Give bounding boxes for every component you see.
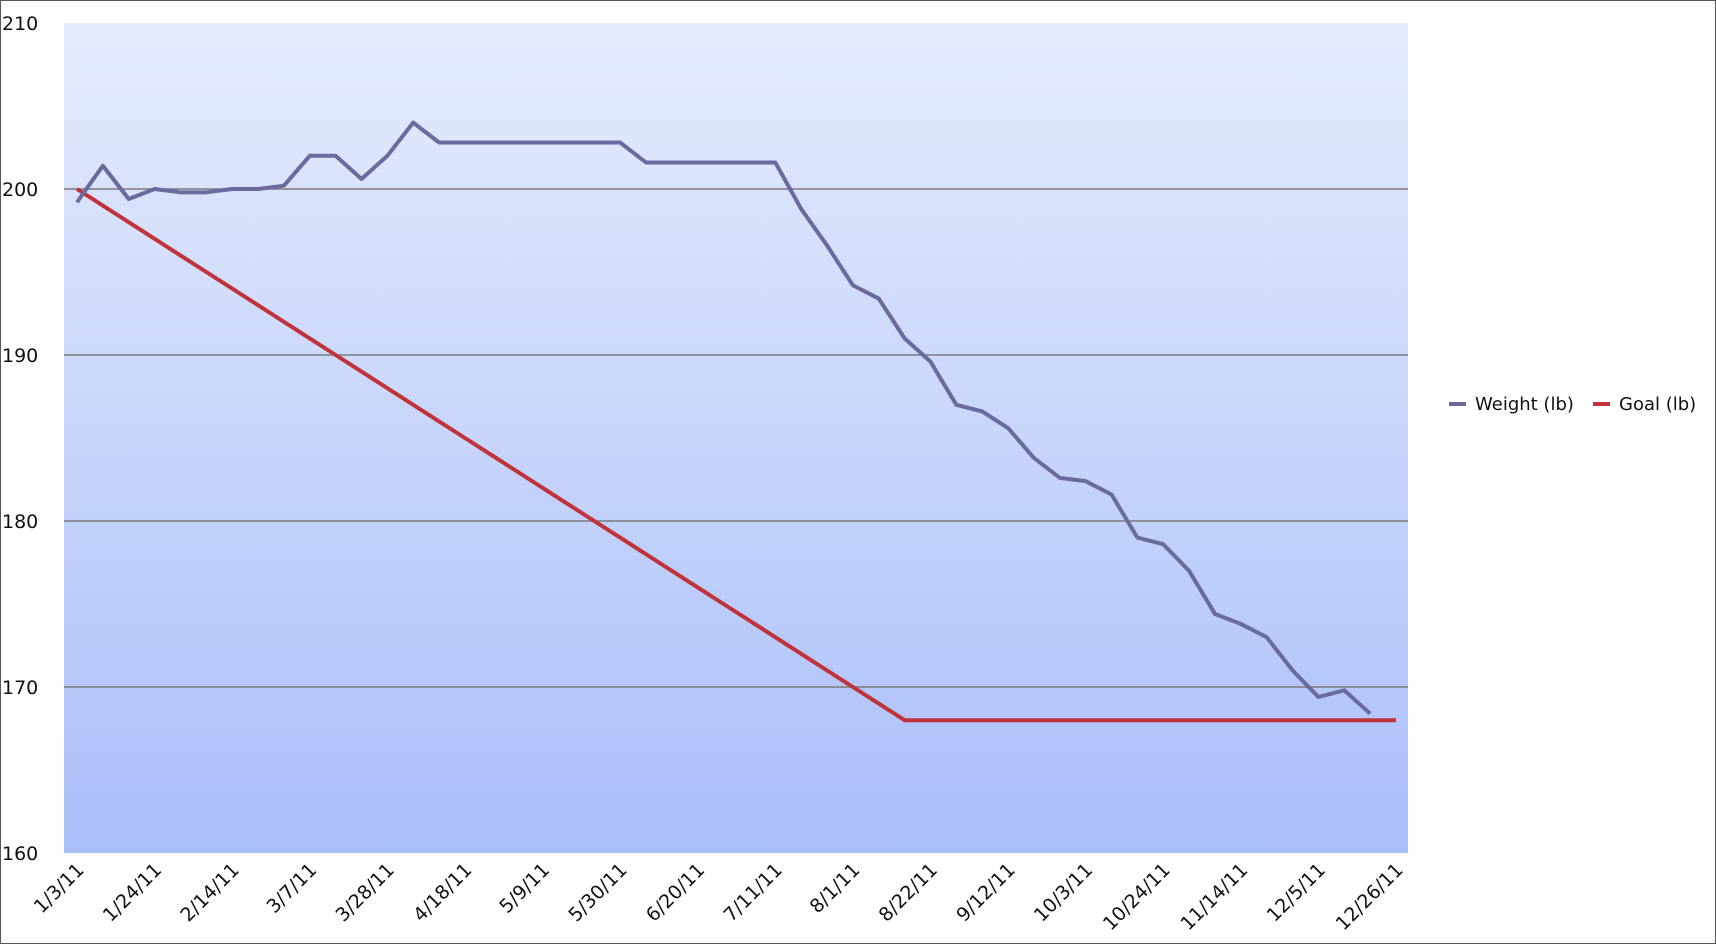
- y-axis-ticks: 160 170 180 190 200 210: [2, 13, 38, 865]
- y-tick-label: 170: [2, 677, 38, 699]
- legend-label: Weight (lb): [1475, 394, 1574, 415]
- y-tick-label: 200: [2, 179, 38, 201]
- x-tick-label: 10/24/11: [1099, 859, 1175, 935]
- y-tick-label: 190: [2, 345, 38, 367]
- x-tick-label: 1/3/11: [30, 859, 89, 918]
- series-line-goal-lb: [75, 187, 1396, 723]
- x-tick-label: 2/14/11: [176, 859, 243, 926]
- x-tick-label: 12/5/11: [1263, 859, 1330, 926]
- x-tick-label: 11/14/11: [1176, 859, 1252, 935]
- y-tick-label: 210: [2, 13, 38, 35]
- x-tick-label: 10/3/11: [1030, 859, 1097, 926]
- x-tick-label: 6/20/11: [642, 859, 709, 926]
- x-tick-label: 4/18/11: [409, 859, 476, 926]
- x-tick-label: 9/12/11: [952, 859, 1019, 926]
- x-axis-ticks: 1/3/11 1/24/11 2/14/11 3/7/11 3/28/11 4/18/11…: [30, 859, 1408, 935]
- series-line-weight-lb: [75, 120, 1372, 716]
- x-tick-label: 8/1/11: [806, 859, 865, 918]
- x-tick-label: 3/28/11: [332, 859, 399, 926]
- legend: Weight (lb) Goal (lb): [1449, 394, 1696, 415]
- x-tick-label: 1/24/11: [99, 859, 166, 926]
- x-tick-label: 12/26/11: [1332, 859, 1408, 935]
- legend-entry: Weight (lb): [1449, 394, 1574, 415]
- x-tick-label: 8/22/11: [875, 859, 942, 926]
- x-tick-label: 3/7/11: [262, 859, 321, 918]
- x-tick-label: 5/30/11: [564, 859, 631, 926]
- y-tick-label: 180: [2, 511, 38, 533]
- legend-label: Goal (lb): [1619, 394, 1696, 415]
- plot-area: [64, 23, 1408, 853]
- y-tick-label: 160: [2, 843, 38, 865]
- series-lines: [75, 120, 1396, 723]
- gridlines: [64, 188, 1408, 688]
- legend-entry: Goal (lb): [1593, 394, 1696, 415]
- x-tick-label: 5/9/11: [495, 859, 554, 918]
- x-tick-label: 7/11/11: [719, 859, 786, 926]
